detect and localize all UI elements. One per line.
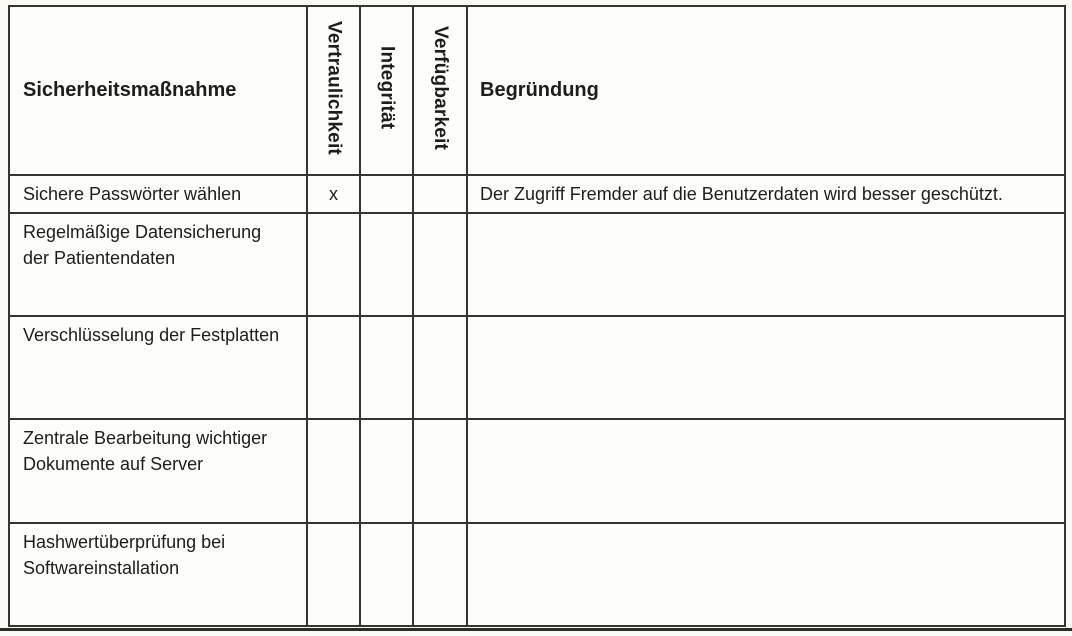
confidentiality-mark-cell (306, 418, 361, 524)
measure-cell: Regelmäßige Datensicherung der Patienten… (8, 212, 308, 317)
measure-cell: Verschlüsselung der Festplatten (8, 315, 308, 420)
justification-cell (466, 315, 1066, 420)
header-measure: Sicherheitsmaßnahme (8, 5, 308, 176)
integrity-mark-cell (359, 522, 414, 627)
availability-mark-cell (412, 418, 468, 524)
header-availability: Verfügbarkeit (412, 5, 468, 176)
availability-mark-cell (412, 174, 468, 214)
justification-cell (466, 212, 1066, 317)
table-row: Zentrale Bearbeitung wichtiger Dokumente… (8, 418, 1066, 524)
measure-cell: Zentrale Bearbeitung wichtiger Dokumente… (8, 418, 308, 524)
availability-mark-cell (412, 522, 468, 627)
integrity-mark-cell (359, 315, 414, 420)
header-availability-label: Verfügbarkeit (430, 25, 451, 151)
header-integrity-label: Integrität (376, 46, 398, 130)
header-justification: Begründung (466, 5, 1066, 176)
confidentiality-mark-cell (306, 315, 361, 420)
table-row: Regelmäßige Datensicherung der Patienten… (8, 212, 1066, 317)
table-header-row: Sicherheitsmaßnahme Vertraulichkeit Inte… (8, 5, 1066, 176)
justification-cell (466, 522, 1066, 627)
integrity-mark-cell (359, 418, 414, 524)
confidentiality-mark-cell (306, 212, 361, 317)
header-measure-label: Sicherheitsmaßnahme (23, 79, 237, 101)
availability-mark-cell (412, 212, 468, 317)
measure-cell: Hashwertüberprüfung bei Softwareinstalla… (8, 522, 308, 627)
measure-cell: Sichere Passwörter wählen (8, 174, 308, 214)
header-confidentiality: Vertraulichkeit (306, 5, 361, 176)
integrity-mark-cell (359, 174, 414, 214)
confidentiality-mark-cell (306, 522, 361, 627)
security-measures-table: Sicherheitsmaßnahme Vertraulichkeit Inte… (8, 5, 1066, 627)
header-justification-label: Begründung (480, 79, 599, 101)
page-bottom-rule (0, 628, 1072, 631)
table-row: Verschlüsselung der Festplatten (8, 315, 1066, 420)
table-row: Sichere Passwörter wählen x Der Zugriff … (8, 174, 1066, 214)
header-confidentiality-label: Vertraulichkeit (323, 21, 345, 155)
availability-mark-cell (412, 315, 468, 420)
confidentiality-mark-cell: x (306, 174, 361, 214)
justification-cell (466, 418, 1066, 524)
header-integrity: Integrität (359, 5, 414, 176)
justification-cell: Der Zugriff Fremder auf die Benutzerdate… (466, 174, 1066, 214)
integrity-mark-cell (359, 212, 414, 317)
table-row: Hashwertüberprüfung bei Softwareinstalla… (8, 522, 1066, 627)
